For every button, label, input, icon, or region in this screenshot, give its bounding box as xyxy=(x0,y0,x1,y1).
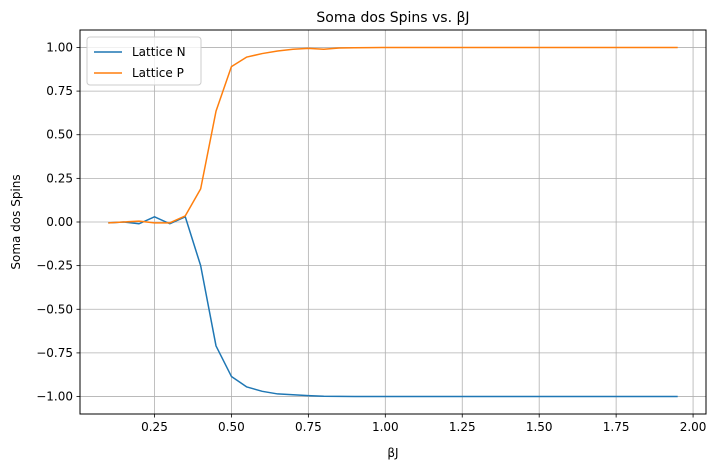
x-tick-label: 0.50 xyxy=(218,420,245,434)
series-lines xyxy=(108,46,678,398)
x-tick-label: 1.00 xyxy=(372,420,399,434)
y-tick-label: −0.25 xyxy=(36,259,73,273)
y-tick-label: −1.00 xyxy=(36,390,73,404)
series-line-2 xyxy=(108,46,678,224)
y-tick-label: 0.00 xyxy=(46,215,73,229)
y-tick-label: 0.25 xyxy=(46,171,73,185)
x-tick-label: 2.00 xyxy=(680,420,707,434)
x-axis-label: βJ xyxy=(387,446,398,460)
series-line-1 xyxy=(108,216,678,398)
y-axis-ticks: −1.00 −0.75 −0.50 −0.25 0.00 0.25 0.50 0.75 1.00 xyxy=(36,40,80,404)
x-tick-label: 1.75 xyxy=(603,420,630,434)
y-axis-label: Soma dos Spins xyxy=(9,174,23,269)
x-axis-ticks: 0.25 0.50 0.75 1.00 1.25 1.50 1.75 2.00 xyxy=(141,414,706,434)
chart-title: Soma dos Spins vs. βJ xyxy=(316,10,469,26)
x-tick-label: 0.75 xyxy=(295,420,322,434)
y-tick-label: 0.75 xyxy=(46,84,73,98)
legend-label-1: Lattice N xyxy=(132,45,186,59)
x-tick-label: 1.25 xyxy=(449,420,476,434)
x-tick-label: 0.25 xyxy=(141,420,168,434)
y-tick-label: 0.50 xyxy=(46,128,73,142)
y-tick-label: 1.00 xyxy=(46,40,73,54)
y-tick-label: −0.75 xyxy=(36,346,73,360)
legend: Lattice N Lattice P xyxy=(86,36,202,86)
legend-label-2: Lattice P xyxy=(132,66,184,80)
x-tick-label: 1.50 xyxy=(526,420,553,434)
y-tick-label: −0.50 xyxy=(36,302,73,316)
